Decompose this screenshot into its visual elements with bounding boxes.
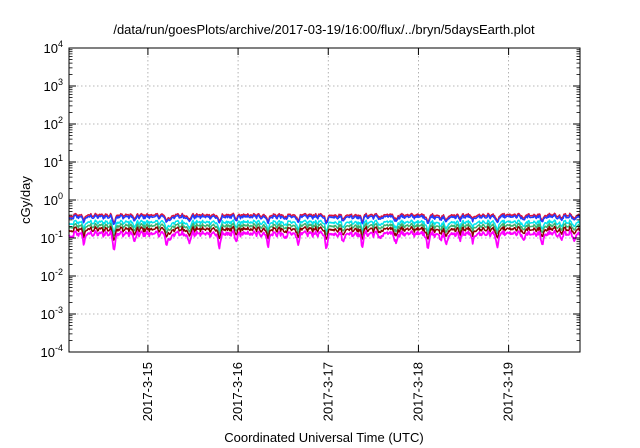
y-axis-label: cGy/day (18, 176, 33, 224)
x-tick-label: 2017-3-19 (501, 362, 516, 421)
chart-title: /data/run/goesPlots/archive/2017-03-19/1… (113, 22, 535, 37)
y-tick-label: 10-3 (41, 305, 63, 322)
series-line (68, 212, 581, 224)
axis-ticks: 10-4 10-3 10-2 10-1 100 101 102 103 104 2017-3-15… (41, 39, 580, 421)
x-axis-label: Coordinated Universal Time (UTC) (224, 430, 423, 445)
x-tick-label: 2017-3-18 (410, 362, 425, 421)
y-tick-label: 10-1 (41, 229, 63, 246)
x-tick-label: 2017-3-15 (140, 362, 155, 421)
y-tick-label: 100 (44, 191, 63, 208)
x-tick-label: 2017-3-16 (230, 362, 245, 421)
y-tick-label: 10-2 (41, 267, 63, 284)
y-tick-label: 103 (44, 77, 63, 94)
series-line (68, 219, 581, 233)
series-line (68, 225, 581, 241)
series-line (68, 214, 581, 226)
series-line (68, 229, 581, 251)
grid-lines (69, 47, 580, 353)
y-tick-label: 10-4 (41, 343, 63, 360)
y-tick-label: 104 (44, 39, 63, 56)
x-tick-label: 2017-3-17 (320, 362, 335, 421)
y-tick-label: 102 (44, 115, 63, 132)
series-line (68, 222, 581, 237)
y-tick-label: 101 (44, 153, 63, 170)
series-lines (68, 212, 581, 251)
